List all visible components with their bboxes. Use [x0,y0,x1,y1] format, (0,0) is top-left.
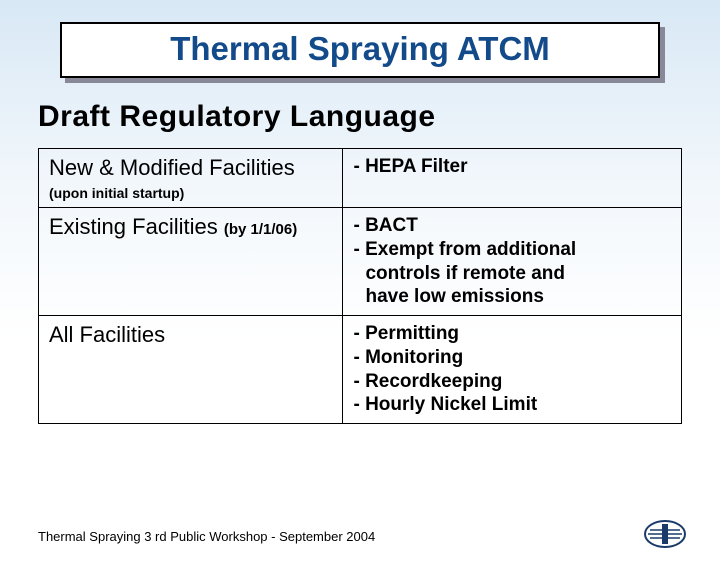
cell-facility-type: Existing Facilities (by 1/1/06) [39,208,343,316]
facility-type-sublabel: (upon initial startup) [49,185,334,201]
requirement-line: - Hourly Nickel Limit [353,393,673,417]
facility-type-paren: (by 1/1/06) [224,221,297,238]
table-row: New & Modified Facilities (upon initial … [39,149,682,208]
slide-subtitle: Draft Regulatory Language [38,100,720,134]
cell-facility-type: All Facilities [39,316,343,424]
facility-type-label: Existing Facilities (by 1/1/06) [49,214,297,239]
cell-requirements: - Permitting - Monitoring - Recordkeepin… [343,316,682,424]
table-row: Existing Facilities (by 1/1/06) - BACT -… [39,208,682,316]
requirement-line: - Recordkeeping [353,370,673,394]
requirement-line: - Monitoring [353,346,673,370]
slide-title: Thermal Spraying ATCM [170,30,550,67]
requirement-line: - HEPA Filter [353,155,673,179]
cell-facility-type: New & Modified Facilities (upon initial … [39,149,343,208]
cell-requirements: - HEPA Filter [343,149,682,208]
requirement-line: - Permitting [353,322,673,346]
slide-footer: Thermal Spraying 3 rd Public Workshop - … [38,529,375,544]
carb-logo-icon [644,520,686,548]
facility-type-label: All Facilities [49,322,165,347]
requirement-line: - BACT [353,214,673,238]
regulatory-table: New & Modified Facilities (upon initial … [38,148,682,424]
slide-title-bar: Thermal Spraying ATCM [60,22,660,78]
cell-requirements: - BACT - Exempt from additional controls… [343,208,682,316]
requirement-line: - Exempt from additional [353,238,673,262]
table-row: All Facilities - Permitting - Monitoring… [39,316,682,424]
requirement-line: have low emissions [353,285,673,309]
facility-type-label: New & Modified Facilities [49,155,295,180]
requirement-line: controls if remote and [353,262,673,286]
